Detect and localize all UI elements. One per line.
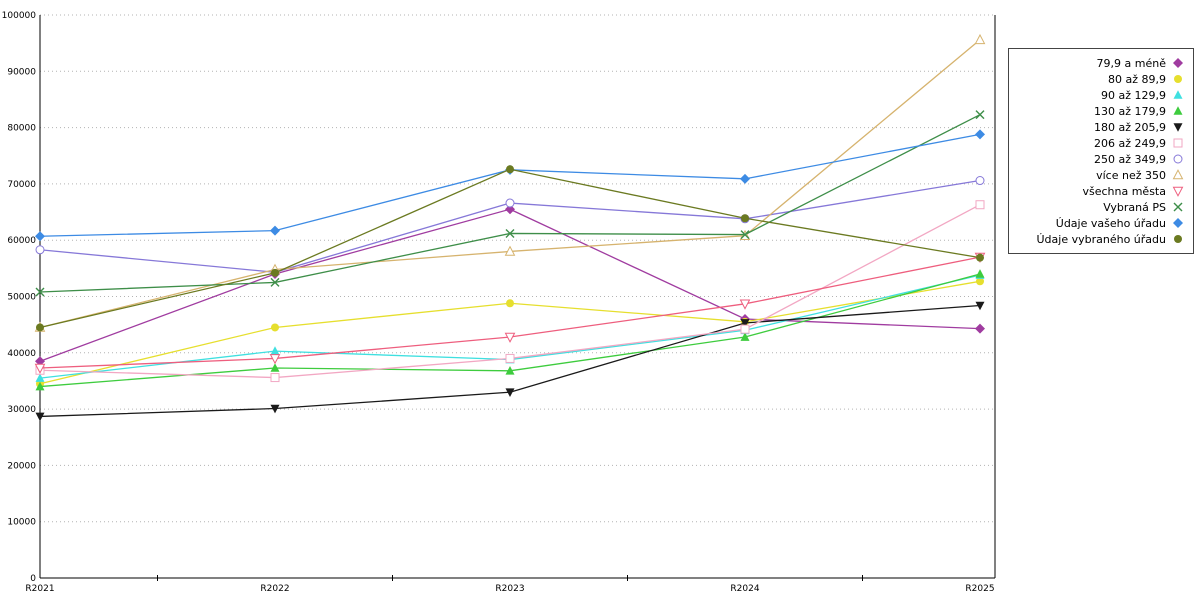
legend-item: 79,9 a méně — [1017, 55, 1185, 71]
legend-label: více než 350 — [1096, 168, 1166, 182]
square-open-marker-icon — [1173, 138, 1183, 148]
legend-item: Vybraná PS — [1017, 199, 1185, 215]
legend-item: všechna města — [1017, 183, 1185, 199]
legend-item: 90 až 129,9 — [1017, 87, 1185, 103]
legend-label: 90 až 129,9 — [1101, 88, 1166, 102]
legend-item: 130 až 179,9 — [1017, 103, 1185, 119]
legend-item: Údaje vašeho úřadu — [1017, 215, 1185, 231]
legend-label: 79,9 a méně — [1096, 56, 1166, 70]
legend-label: 250 až 349,9 — [1094, 152, 1166, 166]
svg-text:80000: 80000 — [7, 124, 36, 134]
legend-label: Údaje vybraného úřadu — [1036, 232, 1167, 246]
svg-text:20000: 20000 — [7, 461, 36, 471]
triangle-up-marker-icon — [1173, 106, 1183, 115]
legend-item: více než 350 — [1017, 167, 1185, 183]
triangle-down-marker-icon — [1173, 123, 1183, 132]
legend-item: 180 až 205,9 — [1017, 119, 1185, 135]
circle-marker-icon — [1174, 235, 1182, 243]
circle-open-marker-icon — [1173, 154, 1183, 164]
diamond-marker-icon — [1173, 218, 1183, 228]
legend-item: Údaje vybraného úřadu — [1017, 231, 1185, 247]
legend-label: 130 až 179,9 — [1094, 104, 1166, 118]
svg-text:40000: 40000 — [7, 349, 36, 359]
svg-text:R2022: R2022 — [260, 584, 289, 594]
legend-item: 80 až 89,9 — [1017, 71, 1185, 87]
svg-text:100000: 100000 — [2, 11, 37, 21]
legend-label: všechna města — [1082, 184, 1166, 198]
legend-label: 206 až 249,9 — [1094, 136, 1166, 150]
circle-marker-icon — [1174, 75, 1182, 83]
svg-text:R2024: R2024 — [730, 584, 759, 594]
legend-label: 80 až 89,9 — [1108, 72, 1166, 86]
svg-text:0: 0 — [30, 574, 36, 584]
svg-text:50000: 50000 — [7, 293, 36, 303]
diamond-marker-icon — [1173, 58, 1183, 68]
svg-text:30000: 30000 — [7, 405, 36, 415]
svg-text:R2023: R2023 — [495, 584, 524, 594]
legend-item: 206 až 249,9 — [1017, 135, 1185, 151]
triangle-down-open-marker-icon — [1172, 186, 1184, 197]
legend-label: Údaje vašeho úřadu — [1055, 216, 1166, 230]
svg-text:70000: 70000 — [7, 180, 36, 190]
legend-label: Vybraná PS — [1103, 200, 1166, 214]
legend-label: 180 až 205,9 — [1094, 120, 1166, 134]
svg-text:90000: 90000 — [7, 67, 36, 77]
svg-text:10000: 10000 — [7, 518, 36, 528]
svg-text:R2021: R2021 — [25, 584, 54, 594]
legend: 79,9 a méně 80 až 89,9 90 až 129,9 130 až 1… — [1008, 48, 1194, 254]
legend-items: 79,9 a méně 80 až 89,9 90 až 129,9 130 až 1… — [1017, 55, 1185, 247]
svg-text:R2025: R2025 — [965, 584, 994, 594]
svg-text:60000: 60000 — [7, 236, 36, 246]
legend-item: 250 až 349,9 — [1017, 151, 1185, 167]
triangle-up-marker-icon — [1173, 90, 1183, 99]
x-marker-icon — [1173, 202, 1183, 212]
triangle-up-open-marker-icon — [1172, 169, 1184, 180]
